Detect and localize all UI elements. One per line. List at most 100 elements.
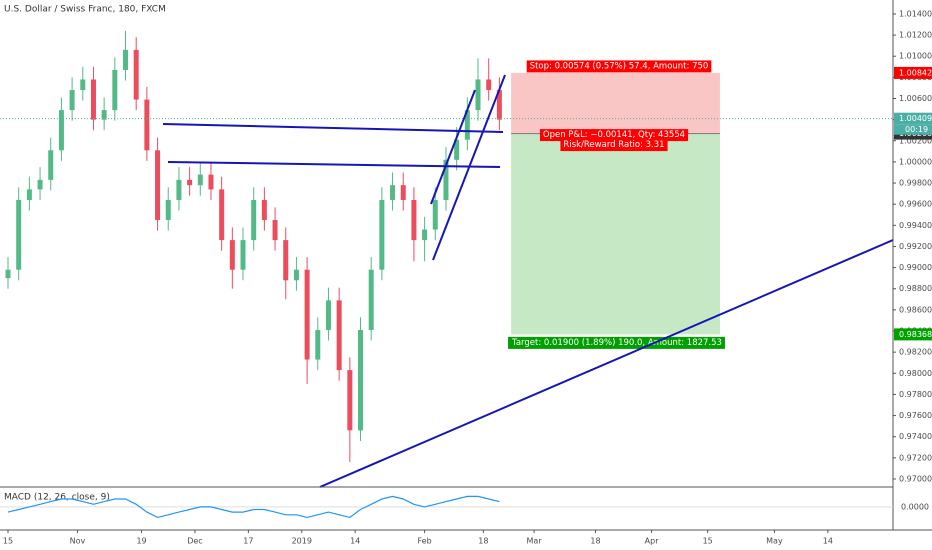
candle-body: [358, 329, 364, 431]
y-tick-label: 0.97200: [899, 453, 932, 462]
candle-body: [48, 150, 54, 180]
x-tick-label: 14: [350, 537, 360, 546]
chart-title: U.S. Dollar / Swiss Franc, 180, FXCM: [4, 5, 166, 15]
x-tick-label: 17: [243, 537, 253, 546]
y-tick-label: 0.99200: [899, 242, 932, 251]
candle-body: [325, 300, 331, 330]
candle-body: [261, 199, 267, 221]
candle-body: [336, 300, 342, 371]
candle-body: [422, 229, 428, 241]
y-tick-label: 1.01200: [899, 31, 932, 40]
candle-body: [197, 174, 203, 186]
candle-body: [16, 199, 22, 270]
candle-body: [240, 240, 246, 270]
y-tick-label: 1.00000: [899, 157, 932, 166]
y-tick-label: 0.99400: [899, 221, 932, 230]
channel-line[interactable]: [432, 74, 506, 261]
target-label-bg: [508, 336, 725, 349]
y-tick-label: 0.99600: [899, 200, 932, 209]
x-tick-label: 2019: [292, 537, 312, 546]
candle-body: [165, 199, 171, 221]
candle-body: [464, 110, 470, 140]
x-tick-label: May: [766, 537, 783, 546]
y-tick-label: 0.97400: [899, 432, 932, 441]
candle-body: [80, 79, 86, 91]
stop-label-bg: [526, 60, 712, 73]
x-tick-label: Feb: [418, 537, 432, 546]
x-tick-label: Mar: [527, 537, 543, 546]
position-tool[interactable]: Stop: 0.00574 (0.57%) 57.4, Amount: 750 O…: [508, 60, 725, 349]
candle-body: [229, 240, 235, 270]
trend-line[interactable]: [162, 123, 504, 133]
candle-body: [208, 174, 214, 190]
candle-body: [112, 69, 118, 111]
stop-label: Stop: 0.00574 (0.57%) 57.4, Amount: 750: [530, 61, 709, 71]
macd-title: MACD (12, 26, close, 9): [4, 493, 110, 503]
countdown-bg: [894, 124, 932, 135]
stop-zone: [511, 72, 720, 134]
y-tick-label: 1.01400: [899, 9, 932, 18]
ratio-label-bg: [560, 139, 668, 152]
pnl-label-bg: [539, 129, 689, 142]
candle-body: [176, 179, 182, 200]
candle-body: [5, 269, 11, 279]
target-zone: [511, 133, 720, 335]
candle-body: [37, 179, 43, 190]
channel-line[interactable]: [430, 89, 476, 205]
price-label: 1.00409: [899, 114, 932, 123]
candle-body: [454, 139, 460, 160]
y-tick-label: 0.98600: [899, 305, 932, 314]
trend-line[interactable]: [319, 239, 894, 488]
candle-body: [400, 185, 406, 200]
x-tick-label: Apr: [645, 537, 660, 546]
price-label-bg: [894, 66, 932, 79]
candle-body: [315, 329, 321, 360]
candle-body: [144, 99, 150, 151]
candle-body: [251, 199, 257, 241]
candle-body: [496, 90, 502, 120]
candle-body: [133, 49, 139, 100]
candle-body: [486, 79, 492, 91]
price-label-bg: [894, 328, 932, 341]
y-tick-label: 0.99800: [899, 179, 932, 188]
x-tick-label: 15: [3, 537, 13, 546]
candle-body: [411, 199, 417, 241]
y-tick-label: 1.00600: [899, 94, 932, 103]
price-label: 0.98368: [899, 330, 932, 339]
y-tick-label: 0.98000: [899, 369, 932, 378]
candle-body: [432, 199, 438, 230]
price-label-bg: [894, 112, 932, 125]
candle-body: [347, 370, 353, 431]
candle-body: [304, 269, 310, 360]
x-tick-label: Nov: [70, 537, 86, 546]
ratio-label: Risk/Reward Ratio: 3.31: [563, 140, 664, 150]
y-tick-label: 0.97000: [899, 474, 932, 483]
trend-line[interactable]: [167, 161, 501, 168]
x-tick-label: 14: [823, 537, 833, 546]
y-tick-label: 1.01000: [899, 52, 932, 61]
pnl-label: Open P&L: −0.00141, Qty: 43554: [543, 130, 685, 140]
price-label: 1.00842: [899, 68, 932, 77]
y-tick-label: 0.98200: [899, 348, 932, 357]
x-tick-label: 18: [590, 537, 600, 546]
candles: [5, 30, 502, 463]
candle-body: [379, 199, 385, 270]
y-tick-label: 0.97600: [899, 411, 932, 420]
x-tick-label: Dec: [187, 537, 202, 546]
candle-body: [58, 110, 64, 151]
y-tick-label: 1.00200: [899, 136, 932, 145]
candle-body: [219, 189, 225, 241]
x-tick-label: 18: [478, 537, 488, 546]
candle-body: [390, 185, 396, 200]
candle-body: [123, 49, 129, 70]
candle-body: [26, 189, 32, 200]
macd-tick-label: 0.0000: [901, 502, 929, 511]
y-tick-label: 0.99000: [899, 263, 932, 272]
y-tick-label: 0.97800: [899, 390, 932, 399]
target-label: Target: 0.01900 (1.89%) 190.0, Amount: 1…: [511, 338, 722, 348]
y-tick-label: 0.98800: [899, 284, 932, 293]
trend-lines: [162, 74, 894, 488]
candle-body: [272, 220, 278, 241]
candle-body: [155, 150, 161, 221]
